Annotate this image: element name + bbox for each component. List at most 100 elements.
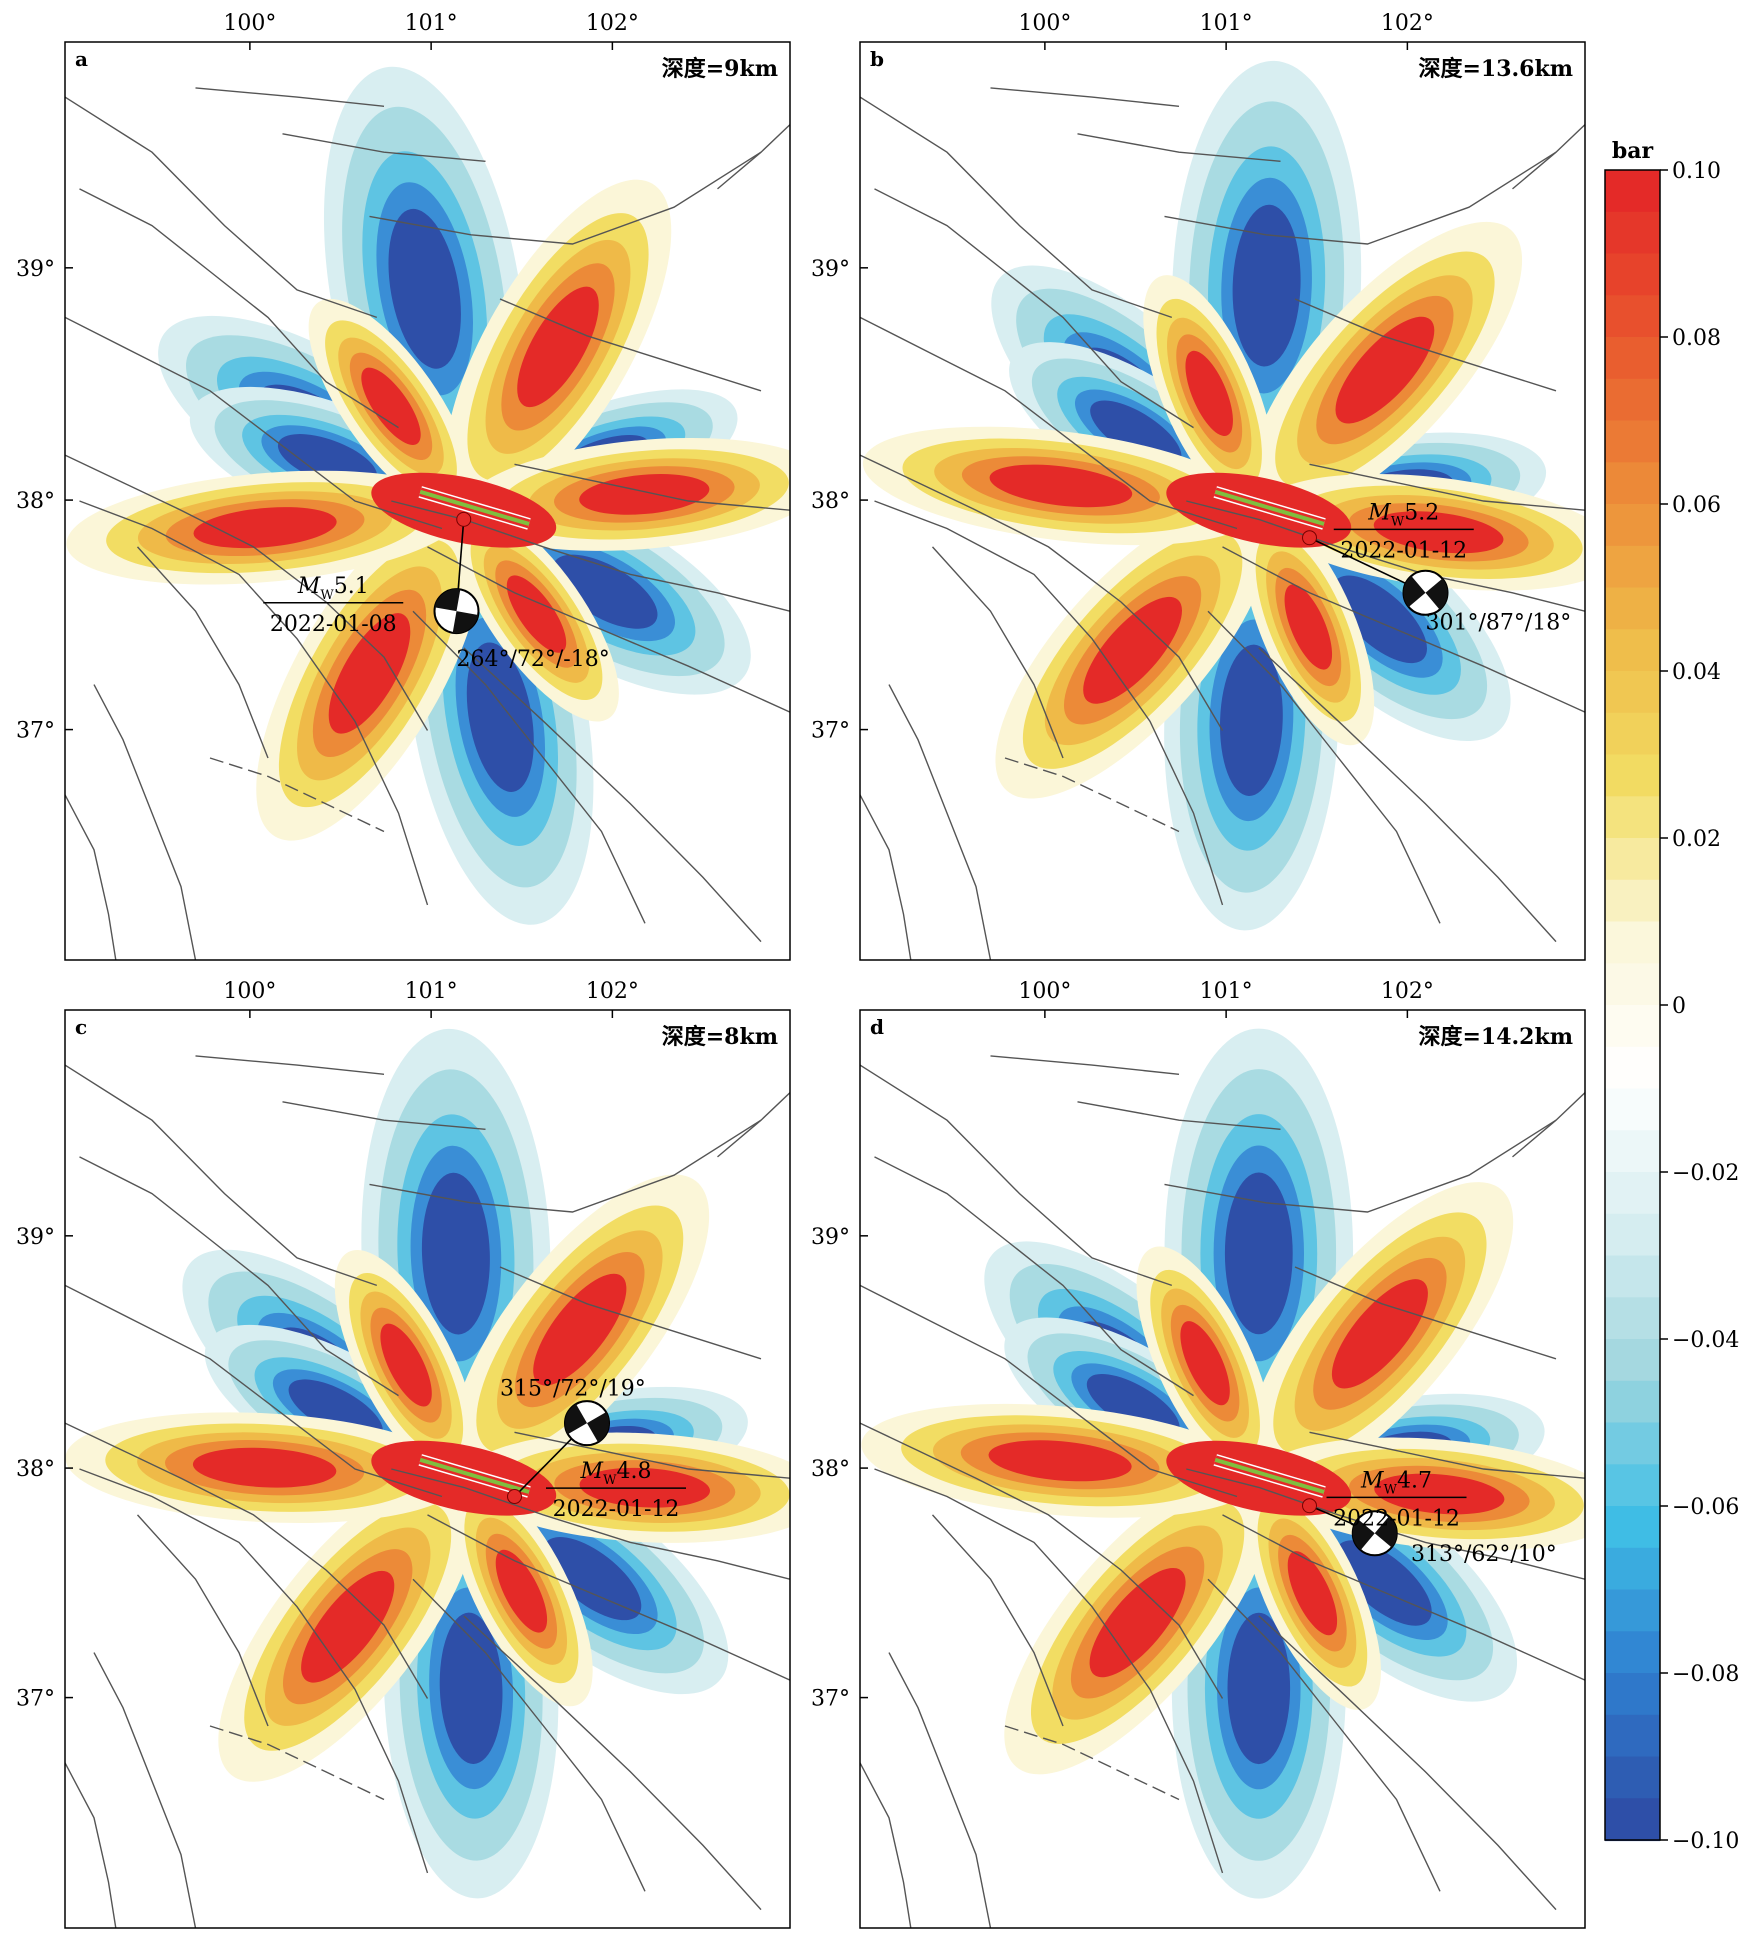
lat-tick-label: 37° — [16, 1687, 55, 1712]
fault-line — [860, 316, 1238, 530]
colorbar-band — [1605, 1339, 1660, 1382]
lon-tick-label: 101° — [405, 11, 458, 36]
colorbar-band — [1605, 1130, 1660, 1174]
colorbar-band — [1605, 1297, 1660, 1341]
positive-stress-lobe — [1243, 1476, 1381, 1710]
fault-line — [79, 500, 429, 906]
colorbar-band — [1605, 504, 1660, 547]
fault-line — [1294, 1266, 1557, 1360]
fault-line — [860, 794, 912, 960]
lat-tick-label: 37° — [811, 1687, 850, 1712]
lon-tick-label: 102° — [1381, 11, 1434, 36]
map-frame — [64, 1009, 791, 1929]
focal-mechanism-beachball — [1402, 569, 1449, 616]
lon-tick-label: 100° — [1018, 979, 1071, 1004]
colorbar-band — [1605, 253, 1660, 297]
depth-label: 深度=13.6km — [1418, 56, 1573, 82]
positive-stress-lobe — [334, 1250, 478, 1481]
positive-stress-lobe — [1258, 1437, 1585, 1551]
colorbar-tick-label: 0.06 — [1672, 493, 1721, 518]
magnitude-label: MW4.8 — [580, 1459, 652, 1488]
mechanism-label: 315°/72°/19° — [500, 1377, 646, 1402]
fault-line — [1164, 1119, 1557, 1213]
positive-stress-lobe — [1143, 275, 1276, 512]
colorbar-band — [1605, 1547, 1660, 1591]
colorbar-tick-label: 0.04 — [1672, 660, 1721, 685]
colorbar-band — [1605, 587, 1660, 631]
lat-tick-label: 38° — [16, 489, 55, 514]
panel-letter: c — [75, 1015, 87, 1039]
event-label: MW5.2 2022-01-12 — [1333, 500, 1474, 563]
lon-tick-label: 102° — [586, 979, 639, 1004]
fault-line — [860, 96, 1173, 319]
lat-tick-label: 39° — [811, 1225, 850, 1250]
lon-tick-label: 100° — [223, 11, 276, 36]
event-date: 2022-01-12 — [1340, 538, 1467, 563]
fault-line — [65, 454, 429, 731]
lat-tick-label: 39° — [811, 257, 850, 282]
magnitude-label: MW5.2 — [1367, 500, 1439, 529]
fault-line — [717, 124, 790, 190]
depth-label: 深度=8km — [662, 1024, 778, 1050]
colorbar-band — [1605, 921, 1660, 965]
fault-line — [369, 1119, 762, 1213]
colorbar-band — [1605, 295, 1660, 339]
fault-line — [1004, 757, 1180, 833]
panel-letter: a — [75, 47, 88, 71]
fault-line — [860, 1762, 912, 1928]
rupture-trace — [1214, 489, 1325, 526]
colorbar-band — [1605, 1589, 1660, 1633]
fault-lines — [65, 87, 790, 960]
event-label: MW5.1 2022-01-08 — [263, 574, 404, 637]
fault-line — [463, 1615, 762, 1911]
fault-line — [874, 188, 1194, 429]
colorbar-band — [1605, 1172, 1660, 1215]
colorbar-band — [1605, 211, 1660, 255]
fault-line — [1077, 133, 1281, 162]
fault-line — [1512, 124, 1585, 190]
epicenter-marker — [456, 511, 472, 527]
fault-line — [990, 87, 1180, 107]
fault-line — [391, 500, 790, 612]
stress-field — [860, 1028, 1585, 1928]
map-frame — [859, 41, 1586, 961]
fault-line — [514, 1431, 790, 1479]
colorbar-band — [1605, 1213, 1660, 1257]
positive-stress-lobe — [66, 470, 464, 585]
fault-line — [79, 1468, 429, 1874]
colorbar-band — [1605, 1380, 1660, 1424]
fault-line — [1164, 151, 1557, 245]
colorbar-band — [1605, 1046, 1660, 1090]
colorbar-tick-label: −0.08 — [1672, 1662, 1739, 1687]
fault-line — [1186, 500, 1585, 612]
positive-stress-lobe — [218, 1471, 478, 1782]
depth-label: 深度=14.2km — [1418, 1024, 1573, 1050]
fault-line — [65, 1284, 443, 1498]
fault-lines — [860, 87, 1585, 960]
fault-line — [874, 500, 1224, 906]
positive-stress-lobe — [861, 1403, 1259, 1518]
magnitude-label: MW4.7 — [1360, 1468, 1432, 1497]
fault-line — [888, 1652, 992, 1928]
positive-stress-lobe — [1246, 1182, 1514, 1486]
epicenter-marker — [1302, 530, 1317, 546]
colorbar-tick-label: −0.04 — [1672, 1328, 1739, 1353]
focal-mechanism-beachball — [564, 1400, 610, 1447]
positive-stress-lobe — [1004, 1470, 1271, 1775]
fault-line — [888, 684, 992, 960]
fault-line — [209, 1725, 385, 1801]
colorbar-band — [1605, 545, 1660, 589]
positive-stress-lobe — [1242, 508, 1375, 746]
colorbar-band — [1605, 1673, 1660, 1716]
colorbar-band — [1605, 1005, 1660, 1048]
lat-tick-label: 39° — [16, 257, 55, 282]
lat-tick-label: 38° — [16, 1457, 55, 1482]
event-date: 2022-01-12 — [553, 1497, 680, 1522]
fault-lines — [65, 1055, 790, 1928]
colorbar-band — [1605, 462, 1660, 506]
positive-stress-lobe — [444, 179, 672, 515]
fault-line — [427, 1514, 790, 1681]
map-panel-b: MW5.2 2022-01-12 301°/87°/18° b 深度=13.6km 100… — [811, 11, 1586, 961]
epicenter-marker — [507, 1489, 522, 1505]
colorbar-band — [1605, 378, 1660, 422]
